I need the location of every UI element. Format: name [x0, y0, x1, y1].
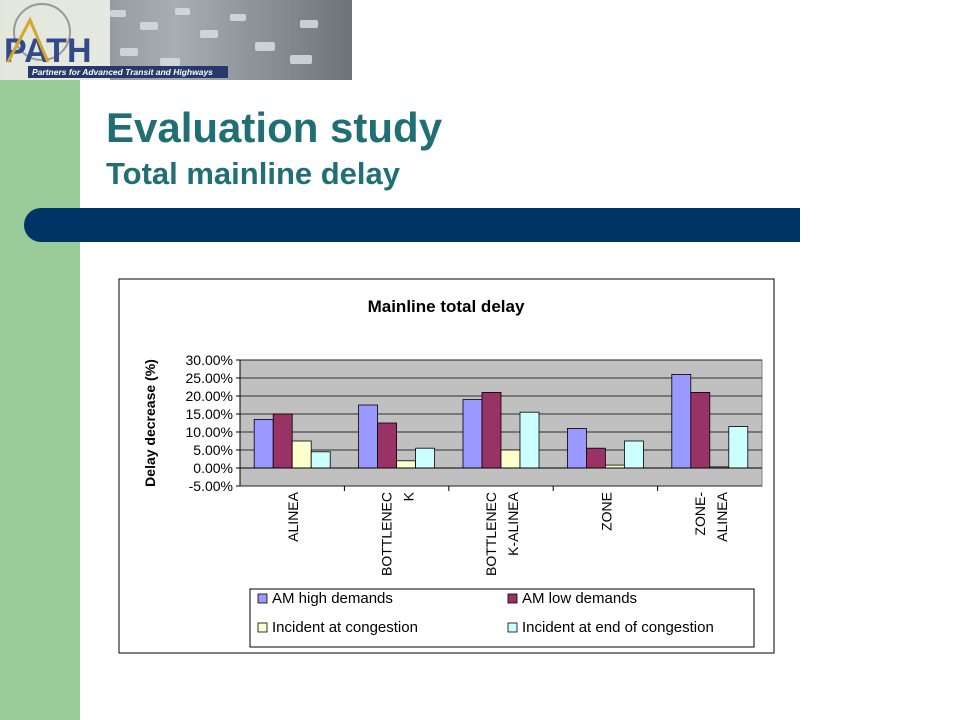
legend-label: AM high demands: [272, 590, 393, 607]
y-tick-label: -5.00%: [189, 478, 233, 494]
bar: [567, 427, 587, 469]
bar: [358, 404, 379, 469]
slide-title: Evaluation study: [106, 104, 443, 151]
bar: [291, 440, 312, 469]
logo-wordmark: PATH: [4, 32, 92, 70]
y-tick-label: 0.00%: [193, 460, 233, 476]
header-logo-banner: PATH Partners for Advanced Transit and H…: [0, 0, 352, 80]
y-tick-label: 10.00%: [186, 424, 233, 440]
chart-legend: AM high demands AM low demands Incident at…: [249, 588, 755, 648]
y-tick-label: 15.00%: [186, 406, 233, 422]
x-category-label: ZONE: [598, 492, 614, 531]
y-tick-label: 5.00%: [193, 442, 233, 458]
bar: [272, 413, 293, 469]
highway-photo: [110, 8, 318, 66]
y-tick-label: 20.00%: [186, 388, 233, 404]
bar: [310, 451, 331, 469]
slide-subtitle: Total mainline delay: [106, 156, 401, 191]
y-axis-label: Delay decrease (%): [142, 359, 158, 487]
x-category-label: K-ALINEA: [505, 491, 521, 555]
bar: [624, 440, 644, 469]
bar: [500, 449, 521, 469]
legend-label: Incident at congestion: [272, 619, 418, 636]
side-curve-decoration: [80, 78, 110, 215]
y-tick-label: 25.00%: [186, 370, 233, 386]
x-category-label: ZONE-: [692, 492, 708, 536]
logo-tagline: Partners for Advanced Transit and Highwa…: [32, 67, 213, 77]
x-category-label: ALINEA: [285, 491, 301, 541]
bar: [519, 411, 540, 469]
y-tick-label: 30.00%: [186, 352, 233, 368]
chart-title: Mainline total delay: [368, 297, 525, 316]
title-underline-bar: [24, 208, 800, 242]
side-decoration-bar: [0, 78, 80, 720]
bar: [253, 418, 274, 469]
legend-label: Incident at end of congestion: [522, 619, 714, 636]
bar: [586, 447, 606, 469]
legend-swatch: [257, 622, 268, 633]
legend-swatch: [507, 622, 518, 633]
x-category-label: BOTTLENEC: [379, 492, 395, 576]
bar: [671, 373, 692, 469]
bar: [415, 447, 436, 469]
legend-swatch: [507, 593, 518, 604]
x-category-label: K: [401, 491, 417, 501]
bar: [377, 422, 398, 469]
x-category-label: BOTTLENEC: [483, 492, 499, 576]
bar: [690, 391, 711, 469]
bar: [481, 391, 502, 469]
x-category-label: ALINEA: [714, 491, 730, 541]
bar: [396, 460, 417, 469]
bar: [728, 426, 749, 469]
bar: [462, 399, 483, 469]
legend-label: AM low demands: [522, 590, 637, 607]
legend-swatch: [257, 593, 268, 604]
